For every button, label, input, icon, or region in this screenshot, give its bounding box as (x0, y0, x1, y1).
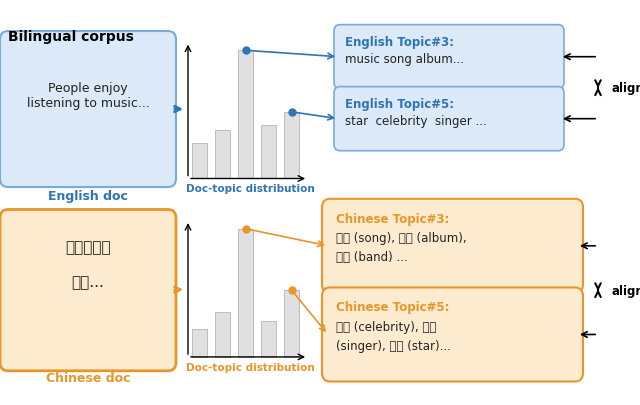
Bar (261, 125, 276, 179)
Text: 人们喜爱听

音乐...: 人们喜爱听 音乐... (65, 239, 111, 289)
FancyBboxPatch shape (0, 210, 176, 371)
Text: 乐队 (band) ...: 乐队 (band) ... (336, 250, 408, 263)
Text: music song album...: music song album... (345, 53, 464, 66)
Text: Chinese doc: Chinese doc (45, 371, 131, 384)
Text: aligned: aligned (612, 284, 640, 297)
Bar (261, 321, 276, 357)
Text: People enjoy
listening to music...: People enjoy listening to music... (27, 82, 149, 110)
FancyBboxPatch shape (334, 87, 564, 151)
Bar (238, 229, 253, 357)
Text: Chinese Topic#3:: Chinese Topic#3: (336, 212, 449, 225)
FancyBboxPatch shape (334, 26, 564, 90)
Text: 歌曲 (song), 专辑 (album),: 歌曲 (song), 专辑 (album), (336, 231, 467, 244)
Bar (238, 51, 253, 179)
Text: star  celebrity  singer ...: star celebrity singer ... (345, 115, 487, 128)
Text: (singer), 明星 (star)...: (singer), 明星 (star)... (336, 339, 451, 352)
Text: Doc-topic distribution: Doc-topic distribution (186, 183, 315, 193)
Bar (215, 312, 230, 357)
Bar (215, 130, 230, 179)
FancyBboxPatch shape (322, 288, 583, 382)
Text: English doc: English doc (48, 190, 128, 202)
Text: 名人 (celebrity), 歌手: 名人 (celebrity), 歌手 (336, 320, 436, 333)
Bar (192, 329, 207, 357)
Text: English Topic#5:: English Topic#5: (345, 98, 454, 111)
Bar (284, 290, 299, 357)
Bar (192, 143, 207, 179)
Text: Chinese Topic#5:: Chinese Topic#5: (336, 301, 449, 313)
Bar (284, 113, 299, 179)
Text: Bilingual corpus: Bilingual corpus (8, 30, 134, 44)
Text: English Topic#3:: English Topic#3: (345, 36, 454, 49)
Text: Doc-topic distribution: Doc-topic distribution (186, 362, 315, 372)
FancyBboxPatch shape (0, 32, 176, 188)
FancyBboxPatch shape (322, 199, 583, 293)
Text: aligned: aligned (612, 82, 640, 95)
